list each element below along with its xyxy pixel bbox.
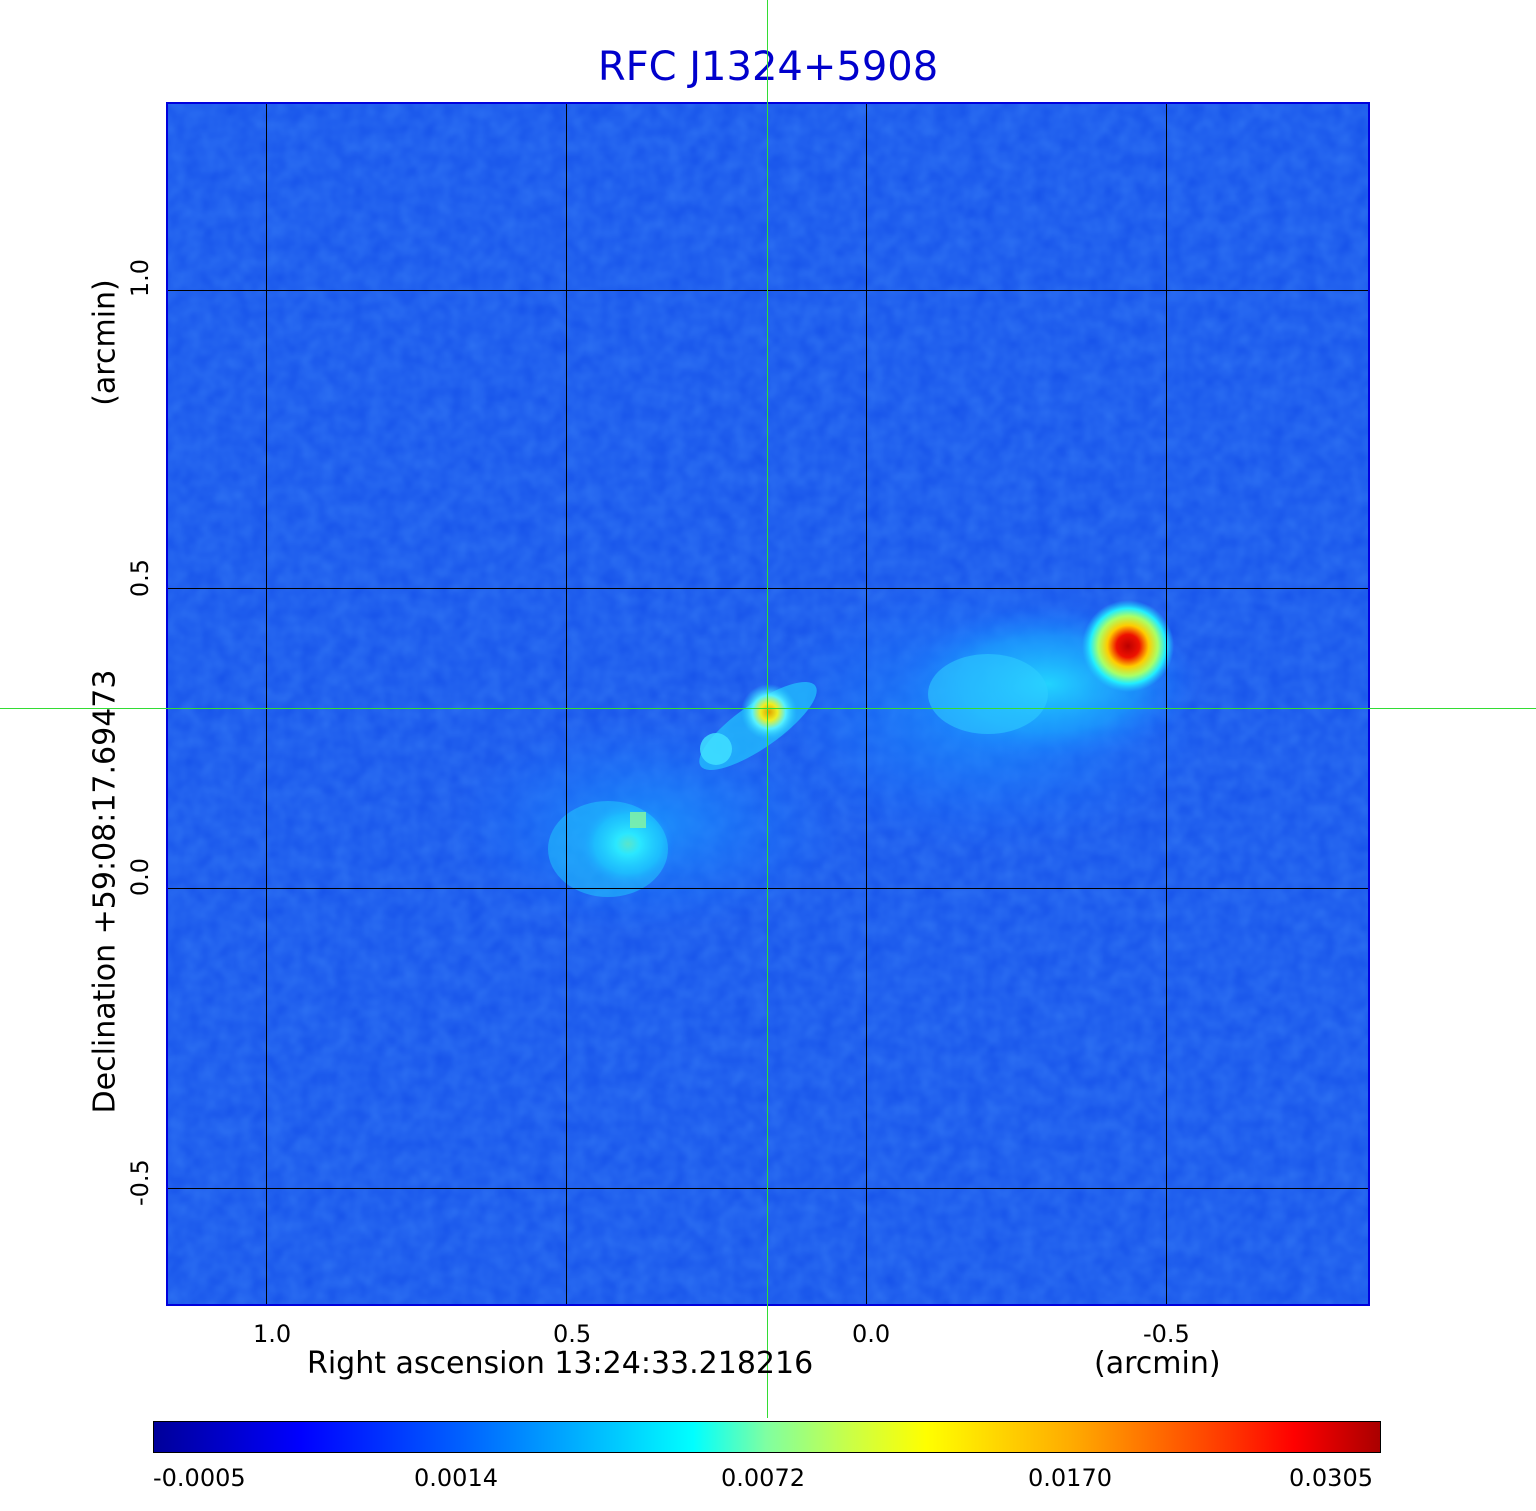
grid-horizontal (168, 1188, 1368, 1189)
crosshair-vertical (767, 0, 768, 1418)
grid-horizontal (168, 588, 1368, 589)
grid-vertical (1166, 104, 1167, 1304)
y-tick-label: 1.0 (126, 258, 154, 298)
y-axis-unit: (arcmin) (87, 279, 123, 406)
y-tick-label: 0.5 (126, 558, 154, 598)
colorbar-tick-label: 0.0014 (414, 1464, 498, 1492)
colorbar-tick-label: 0.0072 (721, 1464, 805, 1492)
y-tick-label: 0.0 (126, 857, 154, 897)
radio-image-frame (166, 102, 1370, 1306)
x-axis-unit: (arcmin) (1094, 1346, 1221, 1381)
core (741, 684, 797, 740)
y-tick-label: -0.5 (126, 1159, 154, 1206)
plot-title: RFC J1324+5908 (597, 44, 939, 90)
grid-horizontal (168, 290, 1368, 291)
colorbar-tick-label: 0.0170 (1028, 1464, 1112, 1492)
grid-vertical (266, 104, 267, 1304)
radio-image (168, 104, 1368, 1304)
grid-horizontal (168, 888, 1368, 889)
x-tick-label: 0.5 (553, 1320, 592, 1348)
crosshair-horizontal (0, 708, 1536, 709)
grid-vertical (566, 104, 567, 1304)
grid-vertical (866, 104, 867, 1304)
x-axis-label: Right ascension 13:24:33.218216 (307, 1346, 814, 1381)
colorbar-tick-label: -0.0005 (153, 1464, 246, 1492)
left-lobe (580, 802, 676, 886)
hotspot (1082, 600, 1174, 692)
colorbar-tick-label: 0.0305 (1289, 1464, 1373, 1492)
x-tick-label: 0.0 (852, 1320, 891, 1348)
y-axis-label: Declination +59:08:17.69473 (87, 669, 123, 1114)
x-tick-label: 1.0 (253, 1320, 292, 1348)
colorbar (153, 1421, 1381, 1453)
x-tick-label: -0.5 (1143, 1320, 1190, 1348)
